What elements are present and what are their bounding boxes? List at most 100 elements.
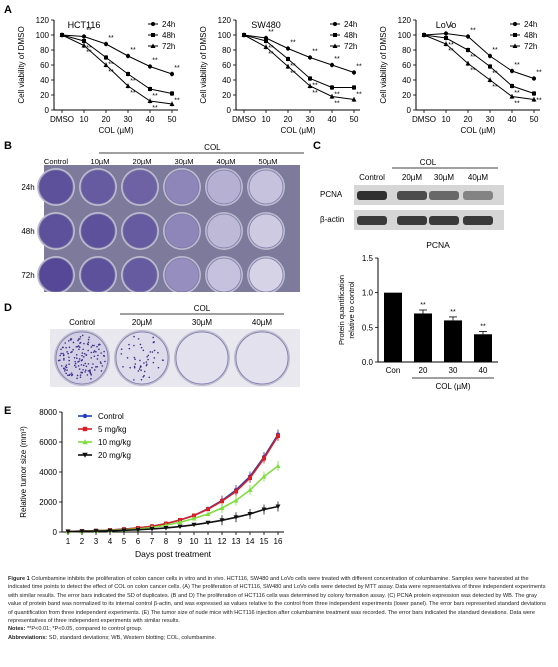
colony-dot	[64, 368, 66, 371]
colony-dot	[68, 339, 70, 342]
pcna-band	[357, 191, 387, 200]
colony-dot	[78, 346, 81, 348]
significance-mark: **	[86, 45, 92, 52]
colony-dot	[67, 352, 69, 355]
colony-dot	[133, 356, 136, 359]
y-tick-label: 20	[40, 91, 49, 100]
colony-dot	[73, 364, 76, 367]
column-label: 10µM	[91, 157, 110, 166]
colony-plates-dose: COL Control 20µM 30µM 40µM	[50, 304, 300, 387]
plate-surface	[206, 213, 242, 249]
significance-mark: **	[448, 42, 454, 49]
series-line	[61, 34, 173, 75]
data-point	[275, 504, 281, 509]
colony-dot	[90, 351, 93, 354]
column-label: 20µM	[132, 318, 153, 327]
series-line	[67, 434, 279, 533]
colony-dot	[145, 361, 148, 363]
culture-plate	[205, 168, 243, 206]
figure-caption: Figure 1 Columbamine inhibits the prolif…	[8, 575, 548, 642]
data-point	[443, 41, 449, 46]
col-group-label: COL	[420, 158, 437, 167]
data-point	[444, 31, 448, 36]
plate-surface	[248, 257, 284, 292]
x-tick-label: 14	[246, 537, 255, 546]
y-tick-label: 8000	[39, 408, 57, 417]
x-tick-label: 5	[122, 537, 127, 546]
series-line	[243, 34, 354, 88]
series-line	[61, 34, 173, 94]
data-point	[308, 55, 312, 60]
colony-dot	[93, 344, 95, 347]
y-axis-label: Relative tumor size (mm³)	[19, 426, 28, 518]
y-tick-label: 120	[218, 16, 232, 25]
colony-dot	[57, 359, 60, 362]
colony-dot	[98, 343, 101, 346]
culture-plate	[163, 168, 201, 206]
y-tick-label: 100	[36, 31, 50, 40]
data-point	[263, 44, 269, 49]
column-label: 30µM	[192, 318, 213, 327]
data-point	[509, 94, 515, 99]
x-tick-label: DMSO	[50, 115, 74, 124]
colony-dot	[93, 355, 96, 358]
colony-dot	[87, 343, 89, 346]
culture-plate	[79, 212, 117, 250]
colony-dot	[78, 348, 80, 351]
x-tick-label: 20	[464, 115, 473, 124]
data-point	[488, 54, 492, 58]
data-point	[466, 34, 470, 39]
data-point	[466, 48, 470, 52]
legend-marker	[333, 33, 337, 37]
data-point	[82, 39, 86, 43]
y-tick-label: 0	[227, 106, 232, 115]
series-line	[423, 32, 535, 79]
legend-label: 48h	[344, 31, 357, 40]
legend-label: 72h	[162, 42, 175, 51]
legend-marker	[332, 43, 338, 48]
colony-dot	[129, 366, 132, 369]
data-point	[247, 487, 253, 492]
y-tick-label: 80	[40, 46, 49, 55]
y-axis-label: Cell viability of DMSO	[379, 26, 388, 103]
data-point	[205, 511, 211, 516]
column-label: 40µM	[468, 173, 489, 182]
colony-dot	[139, 343, 142, 346]
data-point	[329, 94, 335, 99]
y-tick-label: 100	[218, 31, 232, 40]
colony-dot	[77, 339, 79, 342]
data-point	[206, 507, 210, 512]
caption-abbr-label: Abbreviations:	[8, 634, 48, 641]
x-tick-label: DMSO	[232, 115, 256, 124]
data-point	[510, 69, 514, 73]
legend-marker	[151, 33, 155, 37]
column-label: 30µM	[434, 173, 455, 182]
x-tick-label: 10	[442, 115, 451, 124]
column-label: 20µM	[402, 173, 423, 182]
y-tick-label: 80	[402, 46, 411, 55]
colony-dot	[137, 338, 140, 340]
legend-label: 48h	[162, 31, 175, 40]
x-tick-label: 30	[306, 115, 315, 124]
caption-abbr-text: SD, standard deviations; WB, Western blo…	[48, 634, 217, 641]
bar	[414, 313, 432, 362]
x-tick-label: 20	[102, 115, 111, 124]
colony-dot	[59, 354, 61, 357]
colony-dot	[64, 366, 67, 368]
data-point	[191, 522, 197, 528]
culture-plate	[163, 256, 201, 292]
caption-notes-text: **P<0.01; *P<0.05, compared to control g…	[26, 626, 143, 633]
colony-dot	[103, 350, 105, 353]
x-tick-label: 11	[204, 537, 213, 546]
colony-dot	[139, 366, 142, 368]
data-point	[444, 36, 448, 40]
colony-dot	[100, 362, 102, 365]
column-label: 40µM	[252, 318, 273, 327]
colony-dot	[63, 357, 65, 360]
data-point	[352, 85, 356, 90]
colony-dot	[87, 349, 89, 352]
row-label: 24h	[21, 183, 34, 192]
significance-mark: **	[268, 51, 274, 58]
data-point	[135, 527, 141, 533]
colony-dot	[95, 366, 97, 368]
